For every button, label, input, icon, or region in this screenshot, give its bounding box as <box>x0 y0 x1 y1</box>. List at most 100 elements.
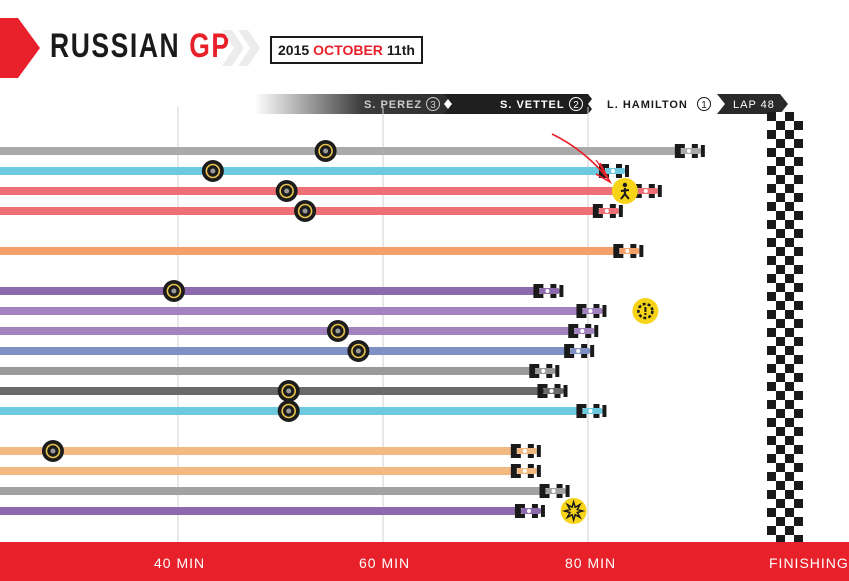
p1-badge <box>697 97 711 111</box>
p3-badge <box>426 97 440 111</box>
car-cockpit <box>588 409 593 413</box>
driver-bar <box>0 467 513 475</box>
tyre-band <box>281 403 297 419</box>
title-main: RUSSIAN <box>50 27 181 65</box>
annotation-arrow <box>551 133 610 181</box>
car-cockpit <box>576 349 581 353</box>
car-rear-wing <box>592 204 599 218</box>
car-rear-wing <box>529 364 536 378</box>
car-wheel <box>581 344 588 348</box>
tyre-band <box>205 163 221 179</box>
car-rear-wing <box>539 484 546 498</box>
car-wheel <box>514 464 521 468</box>
crash-burst <box>561 499 586 523</box>
tyre-band <box>45 443 61 459</box>
tyre-band <box>166 283 182 299</box>
tyre-band <box>351 343 366 359</box>
car-wheel <box>617 244 624 248</box>
p2-name: S. VETTEL <box>500 99 565 111</box>
car-front-wing <box>536 465 541 477</box>
car-wheel <box>585 324 592 328</box>
driver-bar <box>0 327 571 335</box>
tyre-hub <box>355 348 361 354</box>
car-wheel <box>630 254 637 258</box>
car-front-wing <box>540 505 545 517</box>
car-wheel <box>635 194 642 198</box>
car-cockpit <box>522 469 527 473</box>
driver-bar <box>0 307 579 315</box>
car-wheel <box>550 294 557 298</box>
tyre-hub <box>286 408 292 414</box>
finish-checkered-strip <box>767 112 803 542</box>
driver-bar <box>0 247 616 255</box>
chevrons-icon <box>222 30 260 66</box>
car-front-wing <box>565 485 570 497</box>
car-front-wing <box>639 245 644 257</box>
exclamation-dot <box>644 313 647 315</box>
exclamation-bar <box>644 307 647 312</box>
car-wheel <box>580 404 587 408</box>
car-front-wing <box>625 165 629 177</box>
p1-name: L. HAMILTON <box>607 99 688 111</box>
car-wheel <box>572 324 579 328</box>
car-cockpit <box>588 309 593 313</box>
car-wheel <box>537 284 544 288</box>
car-wheel <box>531 504 538 508</box>
car-wheel <box>616 164 622 168</box>
car-front-wing <box>555 365 560 377</box>
car-wheel <box>635 184 642 188</box>
car-wheel <box>581 354 588 358</box>
car-cockpit <box>643 189 648 193</box>
car-wheel <box>691 144 698 148</box>
car-front-wing <box>700 145 705 157</box>
driver-bar <box>0 387 540 395</box>
tyre-hub <box>210 168 216 174</box>
car-rear-wing <box>674 144 681 158</box>
car-wheel <box>580 304 587 308</box>
car-wheel <box>514 474 521 478</box>
car-wheel <box>546 364 553 368</box>
axis-finish-label: FINISHING <box>769 555 849 571</box>
driver-bar <box>0 287 536 295</box>
tyre-hub <box>335 328 341 334</box>
car-rear-wing <box>576 404 583 418</box>
car-cockpit <box>604 209 609 213</box>
time-axis-bar <box>0 542 849 581</box>
car-wheel <box>596 214 603 218</box>
axis-tick-80: 80 MIN <box>565 555 617 571</box>
car-wheel <box>580 314 587 318</box>
car-wheel <box>554 384 561 388</box>
car-wheel <box>527 464 534 468</box>
car-rear-wing <box>510 444 517 458</box>
car-wheel <box>648 184 655 188</box>
car-wheel <box>585 334 592 338</box>
driver-bar <box>0 187 634 195</box>
car-wheel <box>617 254 624 258</box>
car-wheel <box>596 204 603 208</box>
tyre-hub <box>284 188 290 194</box>
gear-outline <box>637 302 654 320</box>
car-wheel <box>556 484 563 488</box>
car-cockpit <box>522 449 527 453</box>
car-wheel <box>541 384 548 388</box>
car-cockpit <box>549 389 554 393</box>
car-rear-wing <box>564 344 571 358</box>
p3-name: S. PEREZ <box>364 99 422 111</box>
driver-bar <box>0 447 513 455</box>
car-wheel <box>556 494 563 498</box>
driver-bar <box>0 487 542 495</box>
car-wheel <box>593 404 600 408</box>
car-cockpit <box>625 249 630 253</box>
car-wheel <box>541 394 548 398</box>
car-wheel <box>572 334 579 338</box>
lap-label: LAP 48 <box>733 99 775 111</box>
car-wheel <box>533 364 540 368</box>
annotation-arrow-head <box>595 162 612 185</box>
driver-bar <box>0 147 677 155</box>
car-rear-wing <box>514 504 521 518</box>
car-front-wing <box>602 305 607 317</box>
tyre-hub <box>171 288 177 294</box>
header: RUSSIAN GP 2015 OCTOBER 11th <box>0 0 849 110</box>
car-wheel <box>514 454 521 458</box>
tyre-hub <box>286 388 292 394</box>
